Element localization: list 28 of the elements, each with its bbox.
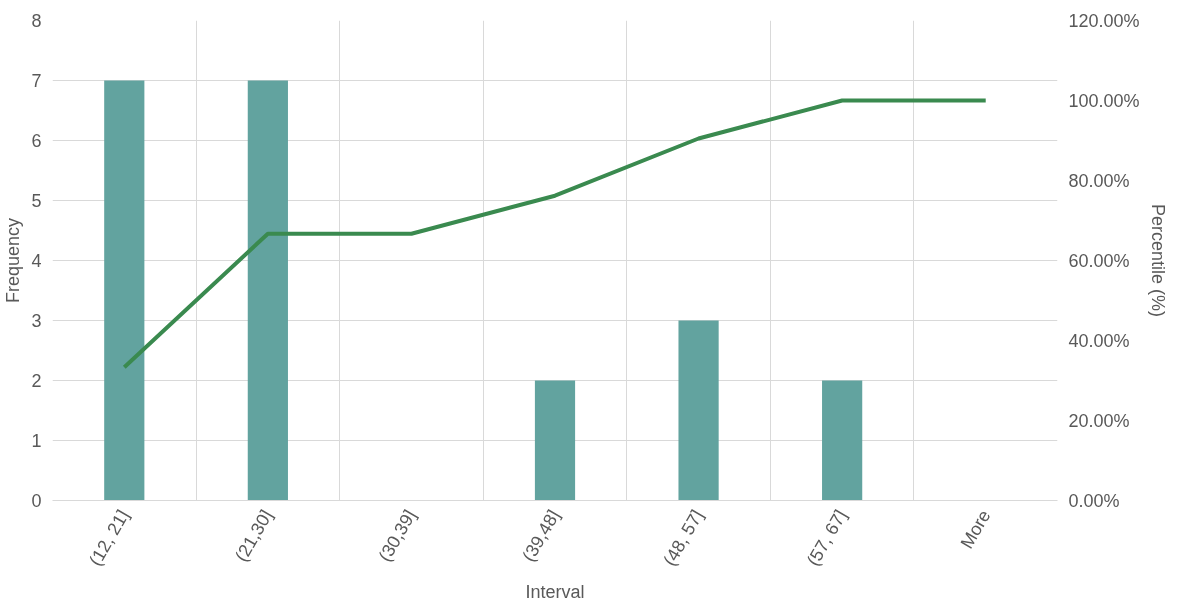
y-tick-label: 5 xyxy=(31,191,42,211)
y2-tick-label: 40.00% xyxy=(1068,330,1130,351)
x-tick-label: (12, 21] xyxy=(85,506,133,570)
y-tick-label: 6 xyxy=(31,131,42,151)
x-axis-title: Interval xyxy=(525,582,585,603)
y-tick-label: 0 xyxy=(31,491,42,511)
y2-tick-label: 60.00% xyxy=(1068,250,1130,271)
y-axis-title: Frequency xyxy=(3,217,24,304)
x-tick-label: (57, 67] xyxy=(802,506,851,570)
y-tick-label: 7 xyxy=(31,71,42,91)
x-tick-label: (48, 57] xyxy=(659,506,708,570)
y2-tick-label: 120.00% xyxy=(1068,10,1140,31)
bar xyxy=(247,80,288,501)
bar xyxy=(534,380,576,501)
bar xyxy=(822,380,863,501)
y2-tick-label: 100.00% xyxy=(1068,90,1140,111)
y-tick-label: 2 xyxy=(31,371,42,391)
y2-tick-label: 0.00% xyxy=(1068,490,1120,511)
y-tick-label: 3 xyxy=(31,311,42,331)
y-tick-label: 1 xyxy=(31,431,42,451)
y2-tick-label: 80.00% xyxy=(1068,170,1130,191)
bar xyxy=(104,80,145,501)
y2-axis-title: Percentile (%) xyxy=(1147,203,1168,318)
y2-tick-label: 20.00% xyxy=(1068,410,1130,431)
y-tick-label: 8 xyxy=(31,11,42,31)
y-tick-label: 4 xyxy=(31,251,42,271)
bar xyxy=(678,320,719,501)
line-series xyxy=(122,98,988,370)
